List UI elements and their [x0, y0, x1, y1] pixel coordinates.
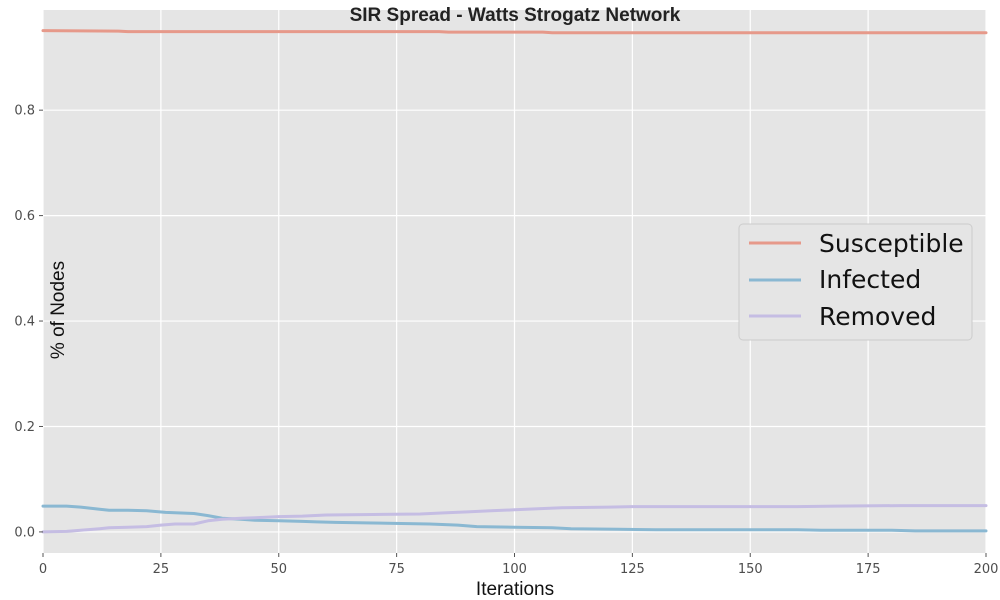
x-tick-label: 100 [502, 562, 527, 577]
series-line-susceptible [41, 29, 988, 35]
y-ticks: 0.0 0.2 0.4 0.6 0.8 [14, 104, 43, 540]
x-tick-label: 25 [153, 562, 170, 577]
y-tick-label: 0.0 [14, 525, 35, 540]
x-tick-label: 75 [388, 562, 405, 577]
chart-title: SIR Spread - Watts Strogatz Network [350, 5, 681, 26]
x-tick-label: 175 [856, 562, 881, 577]
series-line-infected [41, 504, 988, 533]
y-axis-label: % of Nodes [48, 261, 69, 359]
x-axis-label: Iterations [476, 579, 554, 600]
legend: Susceptible Infected Removed [738, 223, 973, 341]
legend-label-susceptible: Susceptible [819, 229, 964, 258]
y-tick-label: 0.8 [14, 104, 35, 119]
x-tick-label: 50 [270, 562, 287, 577]
series-line-removed [41, 504, 988, 534]
grid [42, 10, 987, 553]
x-tick-label: 150 [738, 562, 763, 577]
y-tick-label: 0.6 [14, 209, 35, 224]
legend-label-removed: Removed [819, 302, 936, 331]
series-lines [41, 29, 988, 534]
x-tick-label: 125 [620, 562, 645, 577]
legend-frame [738, 223, 973, 341]
x-tick-label: 0 [39, 562, 47, 577]
x-ticks: 0 25 50 75 100 125 150 175 200 [39, 553, 999, 577]
y-tick-label: 0.4 [14, 315, 35, 330]
y-tick-label: 0.2 [14, 420, 35, 435]
legend-label-infected: Infected [819, 265, 921, 294]
x-tick-label: 200 [974, 562, 999, 577]
